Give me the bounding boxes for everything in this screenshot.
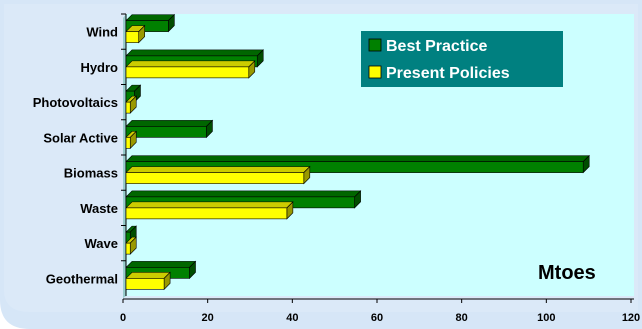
legend-box bbox=[361, 31, 563, 87]
category-label: Solar Active bbox=[43, 130, 118, 145]
bar bbox=[125, 13, 176, 33]
category-label: Wind bbox=[86, 25, 118, 40]
bar bbox=[125, 60, 256, 79]
bar bbox=[125, 201, 294, 220]
legend-swatch bbox=[368, 65, 382, 79]
category-label: Wave bbox=[85, 236, 118, 251]
bar bbox=[125, 24, 146, 44]
x-tick-label: 100 bbox=[537, 312, 555, 324]
unit-annotation: Mtoes bbox=[538, 262, 596, 284]
bar bbox=[125, 236, 137, 255]
x-tick-label: 80 bbox=[456, 312, 468, 324]
bar bbox=[125, 130, 137, 150]
x-tick-label: 0 bbox=[120, 312, 126, 324]
category-label: Photovoltaics bbox=[33, 95, 118, 110]
category-label: Waste bbox=[80, 201, 118, 216]
x-tick-label: 120 bbox=[622, 312, 640, 324]
x-tick-label: 60 bbox=[371, 312, 383, 324]
legend: Best Practice Present Policies bbox=[361, 31, 563, 87]
category-label: Geothermal bbox=[46, 271, 118, 286]
x-tick-label: 40 bbox=[286, 312, 298, 324]
legend-swatch bbox=[368, 38, 382, 52]
category-label: Biomass bbox=[64, 166, 118, 181]
legend-label: Best Practice bbox=[386, 38, 487, 55]
bar bbox=[125, 271, 171, 291]
category-label: Hydro bbox=[80, 60, 118, 75]
legend-label: Present Policies bbox=[386, 65, 510, 82]
x-tick-label: 20 bbox=[202, 312, 214, 324]
bar bbox=[125, 95, 137, 114]
bar bbox=[125, 154, 590, 174]
bar bbox=[125, 165, 311, 185]
bar bbox=[125, 119, 214, 139]
